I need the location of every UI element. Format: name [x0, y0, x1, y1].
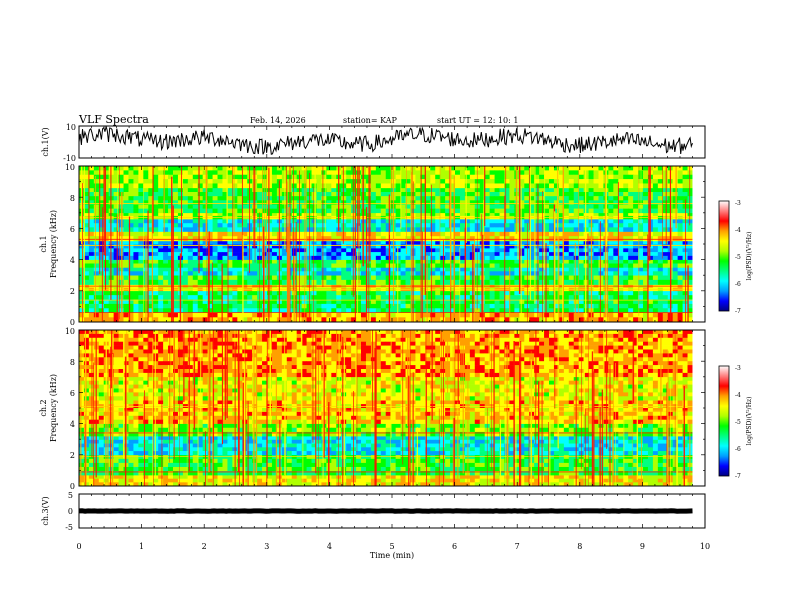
ch3-ytick-mid: 0 [68, 507, 73, 516]
ch1-colorbar-scale [718, 200, 730, 312]
header-station: station= KAP [343, 116, 398, 125]
ch1-ytick-2: 2 [70, 287, 75, 296]
ch2-spectrogram-panel: 0 2 4 6 8 10 ch.2 Frequency (kHz) [39, 327, 706, 491]
ch1-ytick-6: 6 [70, 225, 75, 234]
ch2-ylabel-frequency: Frequency (kHz) [49, 374, 58, 442]
ch1-waveform-line [78, 126, 693, 155]
xtick-8: 8 [577, 542, 582, 551]
ch2-ytick-6: 6 [70, 389, 75, 398]
ch1-spectrogram-image [79, 166, 705, 323]
ch1-cbar-tick-m3: -3 [735, 200, 741, 207]
ch1-ytick-8: 8 [70, 194, 75, 203]
figure-title: VLF Spectra [78, 113, 149, 126]
header-date: Feb. 14, 2026 [250, 116, 306, 125]
ch2-spectrogram-image [79, 330, 705, 487]
ch1-ylabel-channel: ch.1 [39, 235, 48, 252]
header-start-time: start UT = 12: 10: 1 [437, 116, 518, 125]
xtick-7: 7 [515, 542, 520, 551]
x-axis-label: Time (min) [370, 551, 414, 560]
ch2-ytick-8: 8 [70, 358, 75, 367]
ch1-spectrogram-panel: 0 2 4 6 8 10 ch.1 Frequency (kHz) [39, 163, 706, 327]
axis-ticks [78, 126, 706, 528]
xtick-3: 3 [264, 542, 269, 551]
ch2-cbar-tick-m6: -6 [735, 446, 741, 453]
ch2-ytick-2: 2 [70, 451, 75, 460]
xtick-4: 4 [327, 542, 332, 551]
ch2-cbar-tick-m3: -3 [735, 365, 741, 372]
ch1-ylabel: ch.1(V) [41, 127, 50, 156]
x-axis: 0 1 2 3 4 5 6 7 8 9 10 Time (min) [76, 542, 710, 560]
ch1-cbar-tick-m5: -5 [735, 254, 741, 261]
xtick-9: 9 [640, 542, 645, 551]
ch1-ytick-0: 0 [70, 318, 75, 327]
ch2-ytick-10: 10 [65, 327, 75, 336]
ch2-cbar-tick-m4: -4 [735, 392, 741, 399]
ch1-ytick-top: 10 [66, 123, 76, 132]
ch2-ylabel-channel: ch.2 [39, 399, 48, 416]
ch2-cbar-tick-m7: -7 [735, 473, 741, 480]
ch3-ytick-top: 5 [68, 491, 73, 500]
ch2-colorbar-label: log(PSD)(V²/Hz) [746, 397, 753, 446]
xtick-0: 0 [76, 542, 81, 551]
xtick-6: 6 [452, 542, 457, 551]
ch1-ylabel-frequency: Frequency (kHz) [49, 210, 58, 278]
ch1-cbar-tick-m7: -7 [735, 308, 741, 315]
ch2-ytick-4: 4 [70, 420, 75, 429]
xtick-1: 1 [139, 542, 144, 551]
ch3-ylabel: ch.3(V) [41, 496, 50, 525]
ch1-cbar-tick-m6: -6 [735, 281, 741, 288]
ch1-waveform-panel: 10 -10 ch.1(V) [41, 123, 706, 163]
ch1-colorbar: -3 -4 -5 -6 -7 log(PSD)(V²/Hz) [718, 200, 753, 315]
ch1-ytick-4: 4 [70, 256, 75, 265]
xtick-5: 5 [389, 542, 394, 551]
ch2-colorbar: -3 -4 -5 -6 -7 log(PSD)(V²/Hz) [718, 365, 753, 480]
ch2-cbar-tick-m5: -5 [735, 419, 741, 426]
xtick-2: 2 [202, 542, 207, 551]
ch2-ytick-0: 0 [70, 482, 75, 491]
ch3-waveform-panel: 5 0 -5 ch.3(V) [41, 491, 706, 532]
ch3-ytick-bottom: -5 [65, 523, 73, 532]
ch1-ytick-bottom: -10 [63, 154, 76, 163]
xtick-10: 10 [700, 542, 710, 551]
ch1-colorbar-label: log(PSD)(V²/Hz) [746, 232, 753, 281]
ch1-ytick-10: 10 [65, 163, 75, 172]
ch2-colorbar-scale [718, 365, 730, 477]
ch1-cbar-tick-m4: -4 [735, 227, 741, 234]
